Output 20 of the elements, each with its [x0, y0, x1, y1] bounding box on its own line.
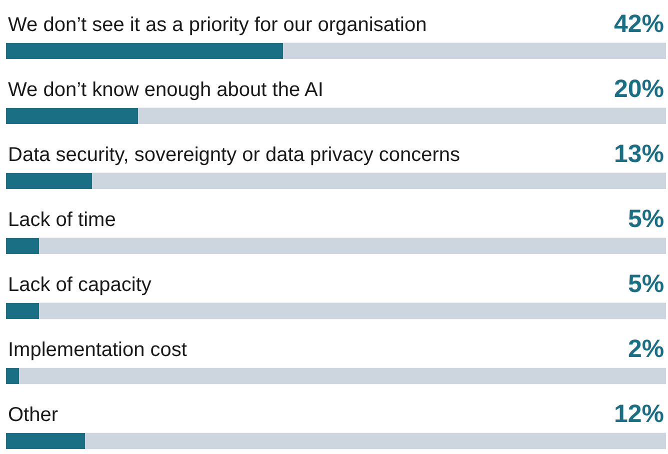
y-tick-label: Data security, sovereignty or data privacy concerns: [8, 144, 460, 166]
data-label: 5%: [628, 205, 664, 233]
y-tick-label: We don’t know enough about the AI: [8, 79, 324, 101]
bar: [6, 433, 85, 449]
y-tick-label: Lack of time: [8, 209, 116, 231]
bar: [6, 238, 39, 254]
data-label: 5%: [628, 270, 664, 298]
y-tick-label: We don’t see it as a priority for our organisation: [8, 14, 427, 36]
y-tick-label: Lack of capacity: [8, 274, 152, 296]
data-label: 2%: [628, 335, 664, 363]
bar: [6, 173, 92, 189]
data-label: 12%: [614, 400, 664, 428]
bar: [6, 368, 19, 384]
y-tick-label: Implementation cost: [8, 339, 188, 361]
data-label: 13%: [614, 140, 664, 168]
data-label: 20%: [614, 75, 664, 103]
bar: [6, 108, 138, 124]
bar: [6, 303, 39, 319]
data-label: 42%: [614, 10, 664, 38]
y-tick-label: Other: [8, 404, 58, 426]
